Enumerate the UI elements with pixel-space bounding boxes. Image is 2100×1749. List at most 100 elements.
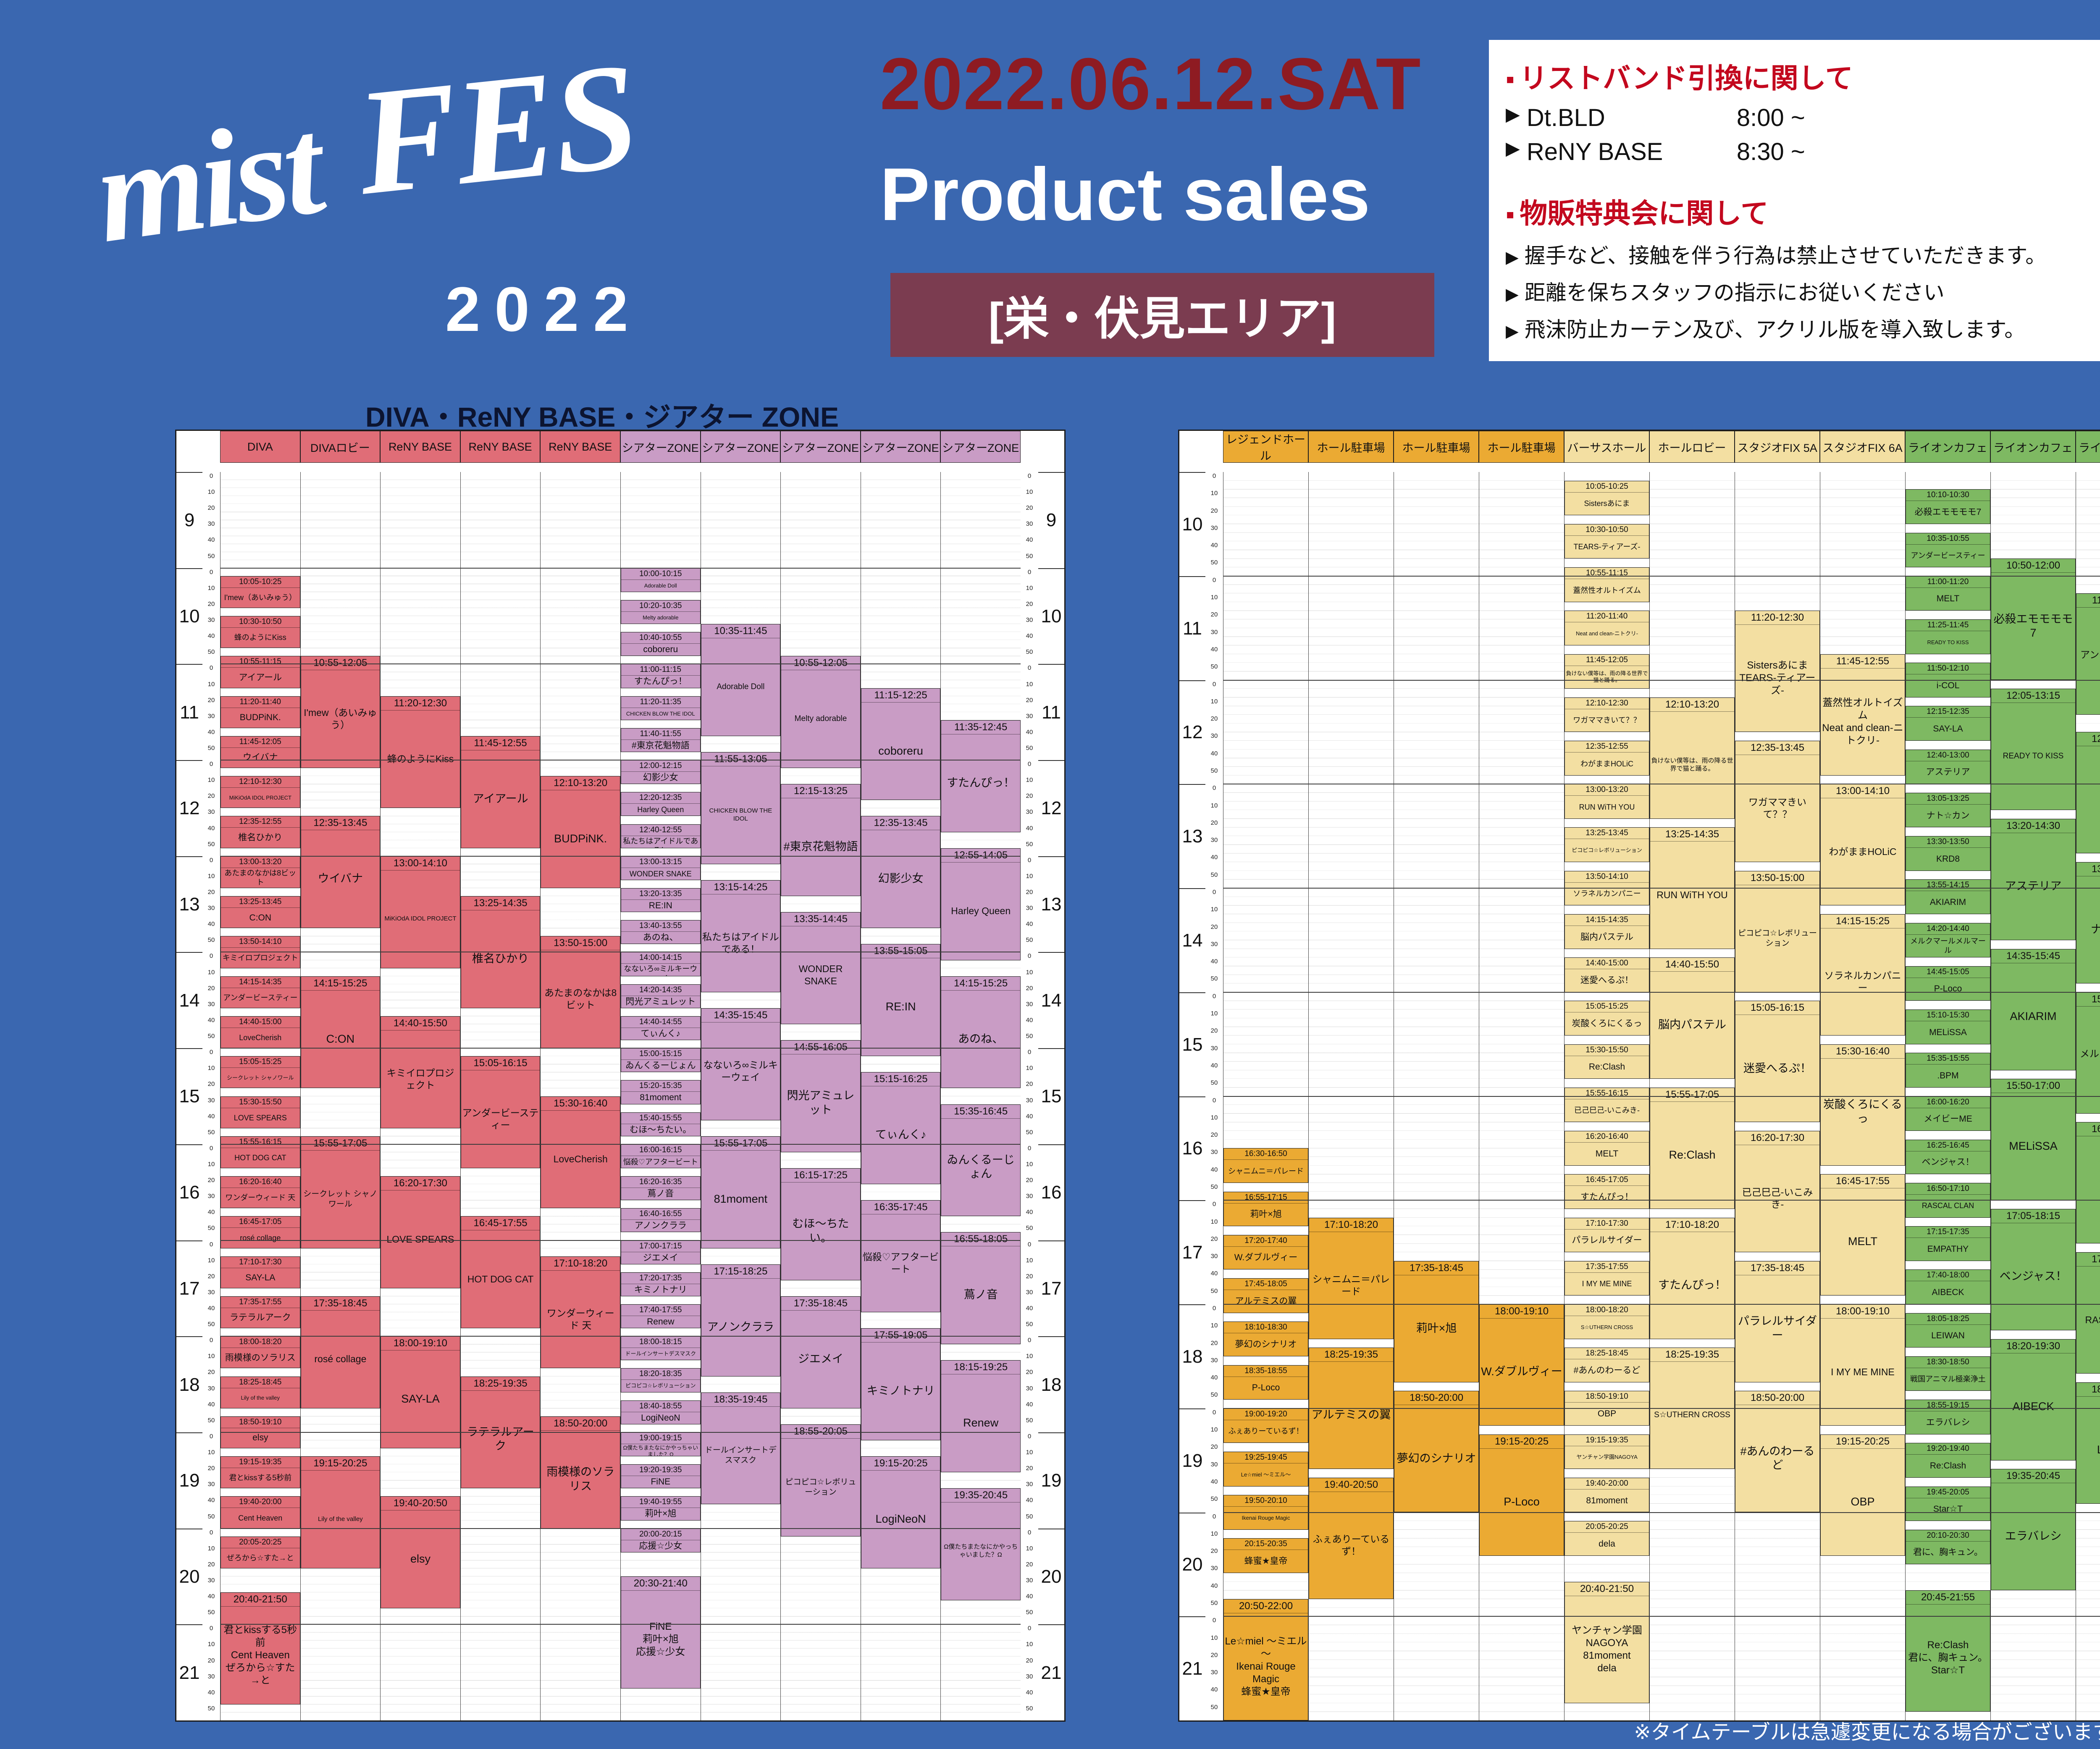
hour-grid-line <box>701 567 781 569</box>
minute-tick: 20 <box>1210 507 1218 514</box>
event-block: 18:05-18:25 LEIWAN <box>1906 1313 1990 1348</box>
event-name: dela <box>1599 1539 1615 1549</box>
event-name: あたまのなかは8ビット <box>224 868 297 887</box>
hour-grid-line <box>460 1143 541 1145</box>
hour-grid-line <box>621 1143 701 1145</box>
event-time: 16:20-17:30 <box>381 1177 460 1191</box>
minute-tick: 10 <box>1210 490 1218 497</box>
event-block: 15:05-16:15 迷愛へるぷ！ <box>1735 1001 1820 1122</box>
event-block: 10:35-10:55 アンダービースティー <box>1906 532 1990 568</box>
event-name: ソラネルカンパニー <box>1573 889 1641 898</box>
hour-grid-line <box>861 1240 941 1241</box>
event-time: 16:00-16:20 <box>1906 1097 1990 1108</box>
event-block: 11:20-12:30 蜂のようにKiss <box>381 696 460 808</box>
minute-tick: 40 <box>1210 1686 1218 1694</box>
column-header: ライオンカフェ <box>1990 431 2076 463</box>
minute-tick: 50 <box>1026 1033 1033 1040</box>
event-time: 19:00-19:15 <box>621 1433 700 1444</box>
minute-tick: 50 <box>207 552 215 560</box>
hour-grid-line <box>1650 888 1735 889</box>
minute-tick: 0 <box>1027 760 1032 768</box>
event-block: 11:20-11:35 CHICKEN BLOW THE IDOL <box>621 696 701 720</box>
goods-section-title: 物販特典会に関して <box>1506 191 2100 231</box>
hour-grid-line <box>2076 1408 2100 1409</box>
minute-tick: 40 <box>1026 1689 1033 1696</box>
event-name: あのね、 <box>643 933 678 943</box>
event-block: 13:25-13:45 ピコピコ☆レボリューション <box>1564 827 1649 863</box>
minute-tick: 10 <box>207 584 215 592</box>
hour-grid-line <box>781 1143 861 1145</box>
hour-grid-line <box>781 663 861 665</box>
hour-grid-line <box>220 567 300 569</box>
event-time: 19:15-19:35 <box>221 1457 300 1468</box>
minute-tick: 20 <box>1210 1651 1218 1659</box>
event-name: 幻影少女 <box>878 872 924 885</box>
minute-tick: 20 <box>1026 889 1033 896</box>
event-block: 18:00-19:10 I MY ME MINE <box>1820 1304 1905 1426</box>
minute-tick: 0 <box>1212 784 1216 792</box>
column-header: DIVAロビー <box>300 431 381 463</box>
hour-grid-line <box>941 567 1021 569</box>
column-header: レジェンドホール <box>1223 431 1308 463</box>
minute-tick: 50 <box>1026 744 1033 752</box>
column-header: ホール駐車場 <box>1479 431 1564 463</box>
event-name: シャニムニ＝パレード <box>1228 1167 1304 1175</box>
event-name: アルテミスの翼 <box>1311 1408 1391 1421</box>
event-block: 16:45-17:05 rosé collage <box>220 1216 300 1248</box>
minute-tick: 20 <box>207 1560 215 1568</box>
hour-cell: 17 <box>1179 1200 1205 1304</box>
event-time: 19:35-20:45 <box>941 1489 1020 1503</box>
event-time: 14:40-15:50 <box>381 1017 460 1031</box>
minute-tick: 10 <box>1210 1010 1218 1017</box>
hour-label: 17 <box>1182 1242 1203 1263</box>
hour-label: 20 <box>1041 1566 1062 1587</box>
hour-grid-line <box>1309 1408 1394 1409</box>
column-header: シアターZONE <box>620 431 701 463</box>
hour-grid-line <box>1479 1096 1564 1097</box>
minute-tick: 40 <box>1026 728 1033 736</box>
venue-column: 12:10-13:20 BUDPiNK. 13:50-15:00 あたまのなかは8ビッ… <box>540 472 620 1720</box>
event-block: 14:35-15:45 AKIARIM <box>1991 949 2076 1070</box>
hour-label: 15 <box>1182 1034 1203 1055</box>
event-time: 19:20-19:35 <box>621 1465 700 1476</box>
event-name: アノンクララ <box>707 1320 774 1333</box>
minute-tick: 50 <box>207 1321 215 1328</box>
hour-grid-line <box>541 663 620 665</box>
event-time: 13:50-15:00 <box>1735 871 1819 885</box>
event-time: 12:20-12:35 <box>621 792 700 804</box>
event-block: 11:40-11:55 #東京花魁物語 <box>621 728 701 753</box>
hour-grid-line <box>2076 991 2100 993</box>
event-name: Adorable Doll <box>644 582 677 589</box>
column-header: ReNY BASE <box>460 431 541 463</box>
event-name: 脳内パステル <box>1580 932 1633 942</box>
event-block: 18:00-18:15 ドールインサートデスマスク <box>621 1336 701 1361</box>
hour-label: 15 <box>1041 1086 1062 1107</box>
hour-cell: 18 <box>1179 1304 1205 1408</box>
event-name: AKIARIM <box>2010 1010 2057 1023</box>
hour-label: 11 <box>1183 618 1202 639</box>
event-name: LoveCherish <box>553 1154 608 1165</box>
column-header: ReNY BASE <box>380 431 460 463</box>
event-block: 12:35-12:55 椎名ひかり <box>220 816 300 848</box>
event-name: rosé collage <box>314 1353 367 1365</box>
minute-tick: 50 <box>1026 840 1033 848</box>
event-block: 19:15-20:25 Lily of the valley <box>300 1456 381 1568</box>
event-block: 17:40-18:00 AIBECK <box>1906 1269 1990 1304</box>
hour-grid-line <box>1479 575 1564 577</box>
event-time: 17:35-18:45 <box>1735 1261 1819 1275</box>
event-name: Re:Clash 君に、胸キュン。 Star☆T <box>1908 1639 1988 1676</box>
minute-tick: 30 <box>207 1385 215 1392</box>
event-name: RUN WiTH YOU <box>1656 889 1728 901</box>
event-block: 14:40-15:50 脳内パステル <box>1650 957 1735 1079</box>
event-block: 18:55-20:05 ピコピコ☆レボリューション <box>781 1424 861 1537</box>
event-name: P-Loco <box>1504 1495 1540 1508</box>
event-block: 17:35-18:45 莉叶×旭 <box>1394 1261 1479 1382</box>
minute-tick: 30 <box>1210 1461 1218 1468</box>
event-name: シャニムニ＝パレード <box>1312 1273 1390 1297</box>
event-time: 12:40-12:55 <box>621 825 700 836</box>
minute-tick: 40 <box>1210 854 1218 861</box>
event-name: 幻影少女 <box>643 773 678 783</box>
event-block: 16:55-17:15 莉叶×旭 <box>1223 1191 1308 1227</box>
event-name: LogiNeoN <box>641 1413 680 1423</box>
event-block: 15:30-15:50 Re:Clash <box>1564 1044 1649 1079</box>
